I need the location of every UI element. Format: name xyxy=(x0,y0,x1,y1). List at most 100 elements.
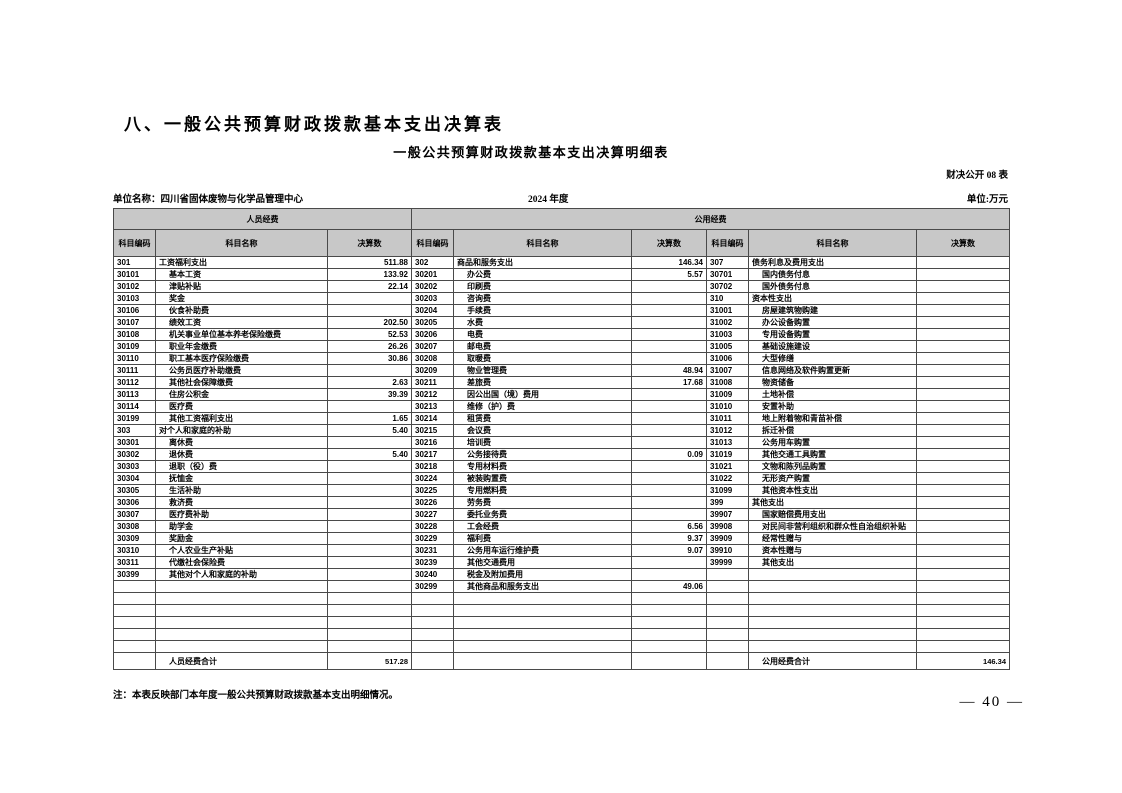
cell-subject-code: 30211 xyxy=(411,376,454,389)
cell-subject-name: 电费 xyxy=(453,328,632,341)
cell-amount: 22.14 xyxy=(327,280,412,293)
cell-amount xyxy=(916,412,1010,425)
cell-subject-code: 30110 xyxy=(113,352,156,365)
cell-subject-code: 30203 xyxy=(411,292,454,305)
cell-amount xyxy=(916,532,1010,545)
cell-subject-name: 专用设备购置 xyxy=(748,328,917,341)
cell-subject-code xyxy=(706,592,749,605)
table-row: 30306 救济费 30226 劳务费 399 其他支出 xyxy=(113,496,1010,509)
cell-subject-code: 31006 xyxy=(706,352,749,365)
cell-subject-name: 其他社会保障缴费 xyxy=(155,376,328,389)
table-row: 30110 职工基本医疗保险缴费 30.86 30208 取暖费 31006 大型修缮 xyxy=(113,352,1010,365)
cell-subject-name xyxy=(453,628,632,641)
cell-subject-code: 30101 xyxy=(113,268,156,281)
table-body: 301 工资福利支出 511.88 302 商品和服务支出 146.34 307 债务利息及费… xyxy=(113,256,1010,653)
cell-subject-code: 30212 xyxy=(411,388,454,401)
table-row: 301 工资福利支出 511.88 302 商品和服务支出 146.34 307 债务利息及费… xyxy=(113,256,1010,269)
cell-amount xyxy=(631,340,707,353)
cell-amount xyxy=(327,364,412,377)
cell-empty xyxy=(706,652,749,670)
header-subject-name: 科目名称 xyxy=(155,229,328,257)
cell-subject-name xyxy=(748,616,917,629)
cell-subject-code: 30702 xyxy=(706,280,749,293)
cell-amount xyxy=(916,520,1010,533)
cell-amount: 133.92 xyxy=(327,268,412,281)
cell-subject-name: 安置补助 xyxy=(748,400,917,413)
cell-amount xyxy=(916,316,1010,329)
cell-amount xyxy=(327,508,412,521)
page-number: — 40 — xyxy=(959,694,1024,710)
cell-subject-name: 代缴社会保险费 xyxy=(155,556,328,569)
cell-subject-name: 对个人和家庭的补助 xyxy=(155,424,328,437)
cell-amount xyxy=(327,520,412,533)
cell-subject-name: 工资福利支出 xyxy=(155,256,328,269)
cell-empty xyxy=(453,652,632,670)
public-total-value: 146.34 xyxy=(916,652,1010,670)
cell-subject-code: 30205 xyxy=(411,316,454,329)
cell-amount xyxy=(916,616,1010,629)
cell-subject-name: 基本工资 xyxy=(155,268,328,281)
cell-subject-name: 被装购置费 xyxy=(453,472,632,485)
cell-amount: 6.56 xyxy=(631,520,707,533)
cell-subject-name: 无形资产购置 xyxy=(748,472,917,485)
cell-subject-name: 退职（役）费 xyxy=(155,460,328,473)
cell-amount xyxy=(631,400,707,413)
cell-subject-code: 30207 xyxy=(411,340,454,353)
cell-subject-code xyxy=(113,592,156,605)
cell-subject-name: 工会经费 xyxy=(453,520,632,533)
cell-amount xyxy=(916,400,1010,413)
cell-amount xyxy=(916,304,1010,317)
column-header-row: 科目编码 科目名称 决算数 科目编码 科目名称 决算数 科目编码 科目名称 决算… xyxy=(113,229,1010,257)
table-row: 30102 津贴补贴 22.14 30202 印刷费 30702 国外债务付息 xyxy=(113,280,1010,293)
cell-subject-code: 30310 xyxy=(113,544,156,557)
table-row: 30305 生活补助 30225 专用燃料费 31099 其他资本性支出 xyxy=(113,484,1010,497)
cell-subject-code: 30199 xyxy=(113,412,156,425)
cell-amount xyxy=(327,544,412,557)
cell-subject-code: 39910 xyxy=(706,544,749,557)
header-subject-name: 科目名称 xyxy=(453,229,632,257)
cell-subject-code: 30240 xyxy=(411,568,454,581)
cell-subject-name: 咨询费 xyxy=(453,292,632,305)
cell-empty xyxy=(113,652,156,670)
cell-subject-name: 专用燃料费 xyxy=(453,484,632,497)
cell-subject-name: 职工基本医疗保险缴费 xyxy=(155,352,328,365)
fiscal-year: 2024 年度 xyxy=(528,195,569,205)
table-row: 30106 伙食补助费 30204 手续费 31001 房屋建筑物购建 xyxy=(113,304,1010,317)
cell-subject-code: 30216 xyxy=(411,436,454,449)
cell-subject-code xyxy=(113,616,156,629)
cell-amount xyxy=(631,556,707,569)
cell-amount xyxy=(916,328,1010,341)
cell-subject-name: 其他交通费用 xyxy=(453,556,632,569)
cell-amount xyxy=(916,544,1010,557)
cell-subject-code: 31012 xyxy=(706,424,749,437)
table-row: 30199 其他工资福利支出 1.65 30214 租赁费 31011 地上附着物和青苗补偿 xyxy=(113,412,1010,425)
cell-amount xyxy=(916,376,1010,389)
cell-subject-code: 30308 xyxy=(113,520,156,533)
cell-amount xyxy=(916,424,1010,437)
table-row: 30112 其他社会保障缴费 2.63 30211 差旅费 17.68 31008 物资储备 xyxy=(113,376,1010,389)
cell-subject-code: 30301 xyxy=(113,436,156,449)
cell-subject-name: 抚恤金 xyxy=(155,472,328,485)
cell-subject-code: 30226 xyxy=(411,496,454,509)
cell-subject-name: 房屋建筑物购建 xyxy=(748,304,917,317)
cell-subject-name xyxy=(748,604,917,617)
cell-subject-code xyxy=(411,616,454,629)
cell-amount xyxy=(327,580,412,593)
cell-empty xyxy=(631,652,707,670)
cell-subject-name xyxy=(155,604,328,617)
cell-subject-code xyxy=(411,640,454,653)
cell-subject-code xyxy=(113,604,156,617)
cell-amount: 202.50 xyxy=(327,316,412,329)
cell-amount xyxy=(631,304,707,317)
cell-subject-name: 其他商品和服务支出 xyxy=(453,580,632,593)
cell-amount xyxy=(327,568,412,581)
cell-amount xyxy=(631,472,707,485)
unit-name: 单位名称：四川省固体废物与化学品管理中心 xyxy=(113,195,304,205)
table-row: 30107 绩效工资 202.50 30205 水费 31002 办公设备购置 xyxy=(113,316,1010,329)
cell-subject-code: 30239 xyxy=(411,556,454,569)
cell-subject-name xyxy=(155,628,328,641)
cell-subject-code: 31019 xyxy=(706,448,749,461)
cell-amount xyxy=(916,508,1010,521)
cell-subject-code: 31011 xyxy=(706,412,749,425)
cell-subject-name xyxy=(748,640,917,653)
